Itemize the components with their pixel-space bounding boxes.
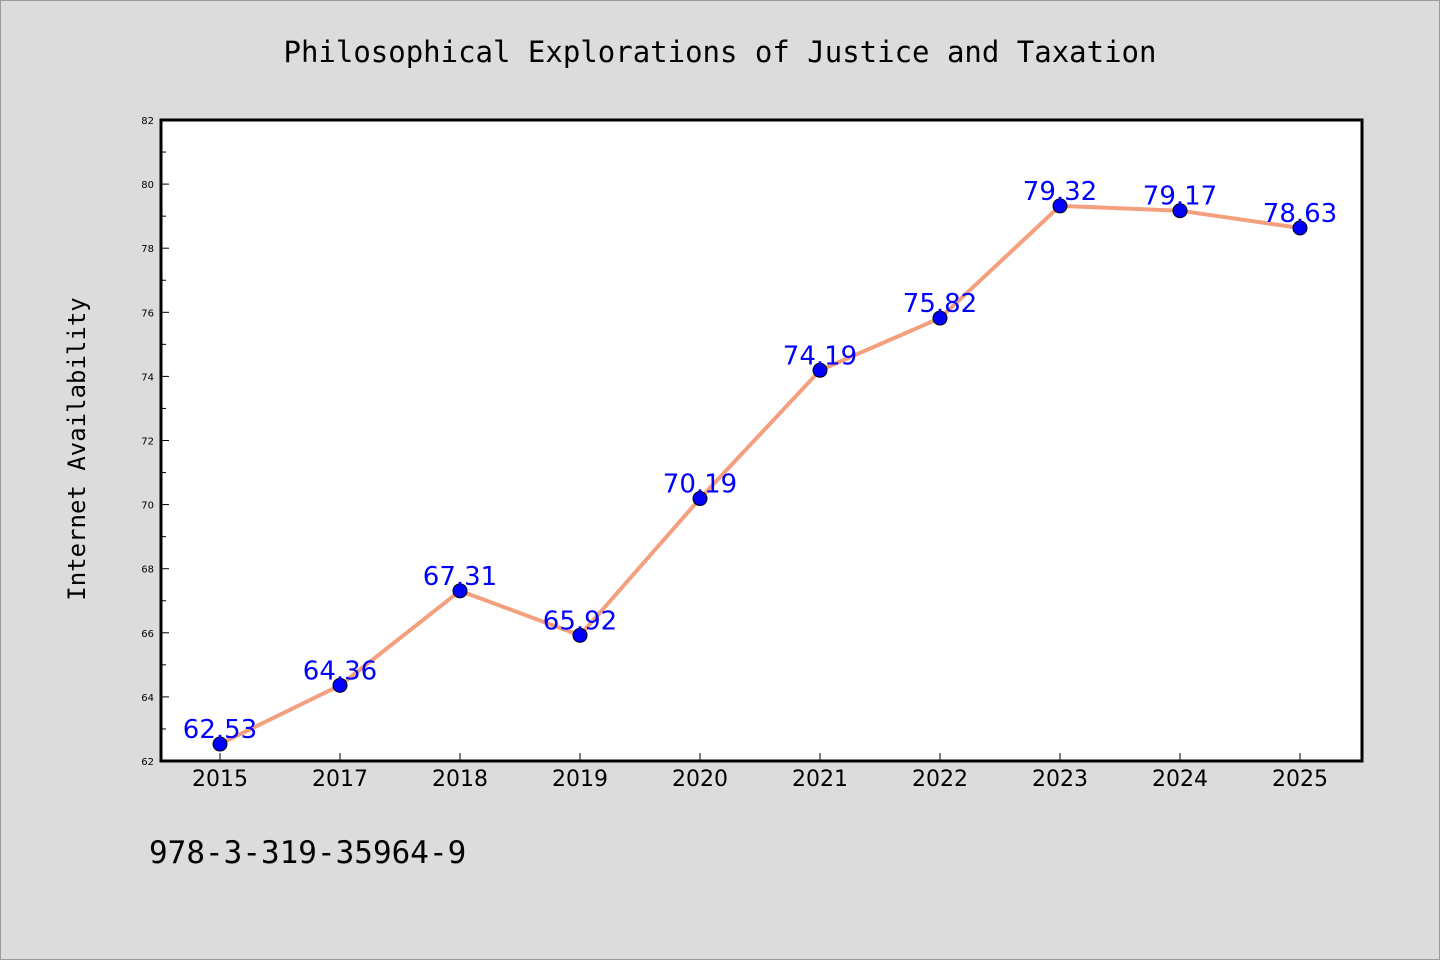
x-tick-label: 2019 bbox=[552, 767, 608, 792]
y-tick-label: 80 bbox=[141, 180, 154, 191]
y-tick-label: 68 bbox=[141, 565, 154, 576]
y-tick-label: 72 bbox=[141, 437, 154, 448]
y-tick-label: 70 bbox=[141, 501, 154, 512]
data-label: 62.53 bbox=[183, 715, 257, 745]
x-tick-label: 2017 bbox=[312, 767, 368, 792]
data-point bbox=[332, 677, 348, 693]
x-tick-label: 2018 bbox=[432, 767, 488, 792]
data-point bbox=[1292, 220, 1308, 236]
y-tick-label: 74 bbox=[141, 372, 154, 383]
y-tick-label: 66 bbox=[141, 629, 154, 640]
data-point bbox=[692, 491, 708, 507]
chart-title: Philosophical Explorations of Justice an… bbox=[283, 35, 1157, 69]
y-tick-label: 64 bbox=[141, 693, 154, 704]
x-tick-label: 2021 bbox=[792, 767, 848, 792]
data-point bbox=[572, 627, 588, 643]
series-line bbox=[218, 203, 1302, 747]
data-label: 79.17 bbox=[1143, 182, 1217, 212]
isbn-code: 978-3-319-35964-9 bbox=[149, 835, 467, 871]
data-point bbox=[1052, 198, 1068, 214]
data-label: 78.63 bbox=[1263, 199, 1337, 229]
x-tick-label: 2020 bbox=[672, 767, 728, 792]
plot-frame bbox=[159, 118, 1364, 763]
data-label: 64.36 bbox=[303, 656, 377, 686]
plot-background bbox=[161, 120, 1362, 761]
data-label: 79.32 bbox=[1023, 177, 1097, 207]
y-tick-label: 62 bbox=[141, 757, 154, 768]
y-tick-label: 78 bbox=[141, 244, 154, 255]
y-tick-label: 82 bbox=[141, 116, 154, 127]
x-tick-label: 2025 bbox=[1272, 767, 1328, 792]
data-label: 75.82 bbox=[903, 289, 977, 319]
data-point bbox=[452, 583, 468, 599]
x-tick-label: 2024 bbox=[1152, 767, 1208, 792]
data-label: 70.19 bbox=[663, 470, 737, 500]
y-tick-label: 76 bbox=[141, 308, 154, 319]
x-tick-label: 2022 bbox=[912, 767, 968, 792]
data-label: 74.19 bbox=[783, 341, 857, 371]
data-point bbox=[812, 362, 828, 378]
x-tick-label: 2015 bbox=[192, 767, 248, 792]
data-label: 67.31 bbox=[423, 562, 497, 592]
x-tick-label: 2023 bbox=[1032, 767, 1088, 792]
data-point bbox=[1172, 203, 1188, 219]
data-point bbox=[212, 736, 228, 752]
data-point bbox=[932, 310, 948, 326]
data-label: 65.92 bbox=[543, 606, 617, 636]
